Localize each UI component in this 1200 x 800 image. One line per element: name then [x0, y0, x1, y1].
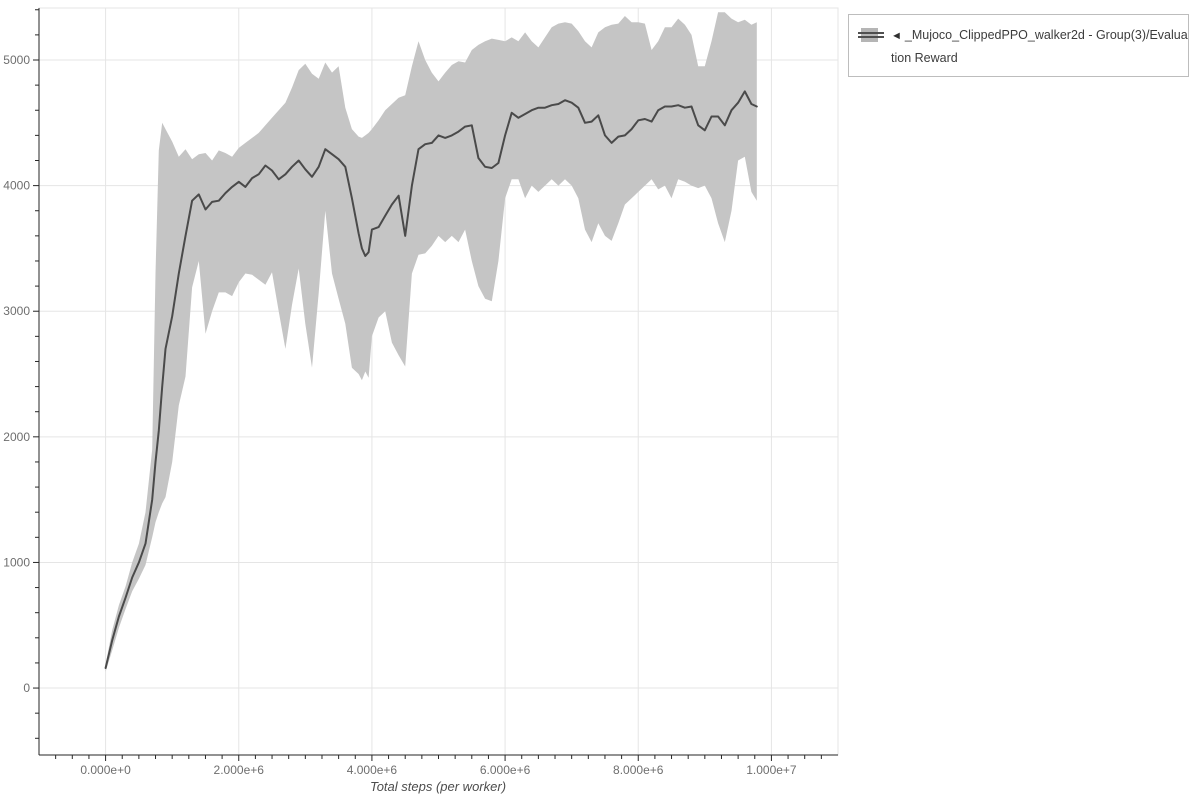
x-axis-title: Total steps (per worker) [370, 779, 506, 794]
y-tick-label: 4000 [3, 179, 30, 193]
legend-label: _Mujoco_ClippedPPO_walker2d - Group(3)/E… [891, 28, 1188, 65]
x-tick-label: 4.000e+6 [347, 763, 398, 777]
x-tick-label: 1.000e+7 [746, 763, 797, 777]
x-tick-label: 0.000e+0 [80, 763, 131, 777]
y-tick-label: 5000 [3, 53, 30, 67]
line-swatch [858, 32, 884, 34]
band-line-swatch-icon [858, 27, 884, 43]
x-tick-label: 6.000e+6 [480, 763, 531, 777]
x-tick-label: 2.000e+6 [214, 763, 265, 777]
band-swatch [861, 28, 878, 42]
x-tick-label: 8.000e+6 [613, 763, 664, 777]
legend-item-evaluation-reward[interactable]: ◄ _Mujoco_ClippedPPO_walker2d - Group(3)/… [858, 24, 1189, 69]
y-tick-label: 3000 [3, 304, 30, 318]
legend-label-wrap: ◄ _Mujoco_ClippedPPO_walker2d - Group(3)/… [891, 24, 1189, 69]
line-swatch-2 [858, 36, 884, 38]
y-tick-label: 1000 [3, 555, 30, 569]
std-band [105, 12, 757, 672]
legend: ◄ _Mujoco_ClippedPPO_walker2d - Group(3)/… [848, 14, 1189, 77]
mean-line [104, 90, 758, 669]
y-tick-label: 0 [23, 681, 30, 695]
collapse-arrow-icon[interactable]: ◄ [891, 30, 902, 42]
y-tick-label: 2000 [3, 430, 30, 444]
